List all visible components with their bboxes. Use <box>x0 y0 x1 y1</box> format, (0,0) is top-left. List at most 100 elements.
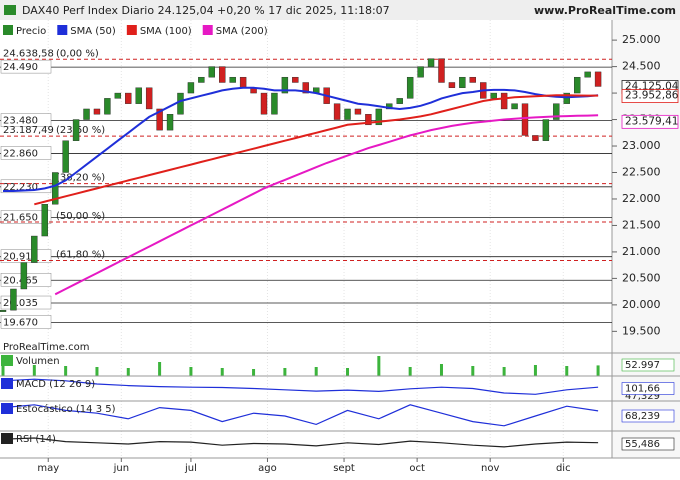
fibonacci-pct: (0,00 %) <box>56 48 99 59</box>
candle <box>93 108 101 115</box>
sma-line <box>34 94 599 206</box>
candle <box>208 66 216 78</box>
panel-legend: Estocástico (14 3 5) <box>16 403 116 415</box>
y-tick-label: 25.000 <box>622 33 661 46</box>
panel-tag <box>621 409 675 423</box>
candle <box>177 92 184 115</box>
volume-bar <box>533 365 537 376</box>
candle <box>31 235 38 263</box>
x-tick-label: jun <box>113 463 129 474</box>
candle <box>417 66 424 78</box>
header-icon <box>4 5 16 15</box>
panel-legend-box <box>1 355 13 366</box>
candle <box>594 71 602 87</box>
candle <box>553 103 560 120</box>
level-label: 21.650 <box>3 213 38 224</box>
candle <box>52 172 59 205</box>
volume-bar <box>252 369 256 376</box>
candle <box>72 119 80 141</box>
volume-bar <box>189 367 193 376</box>
candle <box>469 76 476 83</box>
candle <box>532 135 539 141</box>
candle <box>114 92 122 99</box>
price-tag-label: 23.579,41 <box>625 115 678 127</box>
candle <box>219 66 226 83</box>
candle <box>198 76 205 83</box>
candle <box>563 92 570 104</box>
indicator-extra-label: 47,329 <box>625 391 660 402</box>
legend-swatch <box>57 25 68 35</box>
panel-tag-label: 101,66 <box>625 384 660 395</box>
x-tick-label: ago <box>258 463 277 474</box>
volume-bar <box>64 366 68 376</box>
legend-label: Precio <box>16 26 46 37</box>
indicator-line <box>2 437 599 448</box>
legend-label: SMA (50) <box>70 26 116 37</box>
x-tick-label: dic <box>556 463 571 474</box>
volume-bar <box>32 365 36 376</box>
panel-legend-box <box>1 378 13 389</box>
x-tick-label: nov <box>481 463 499 474</box>
panel-legend: Volumen <box>16 356 60 367</box>
legend-label: SMA (200) <box>216 26 268 37</box>
fibonacci-pct: (50,00 %) <box>56 211 105 222</box>
level-label: 20.035 <box>3 298 38 309</box>
volume-bar <box>314 367 318 376</box>
candle <box>62 140 69 173</box>
volume-bar <box>158 362 162 376</box>
volume-bar <box>596 365 600 376</box>
site-name: www.ProRealTime.com <box>534 4 676 17</box>
level-label: 19.670 <box>3 317 38 328</box>
level-label: 22.860 <box>3 148 38 159</box>
panel-legend: RSI (14) <box>16 434 56 445</box>
panel-legend: MACD (12 26 9) <box>16 379 95 390</box>
level-label: 20.465 <box>3 275 38 286</box>
volume-bar <box>377 356 381 376</box>
candle <box>10 288 17 311</box>
candle <box>156 108 163 131</box>
fibonacci-pct: (23,60 %) <box>56 125 105 136</box>
y-tick-label: 20.000 <box>622 298 661 311</box>
candle <box>521 103 529 136</box>
candle <box>145 87 153 110</box>
candle <box>584 71 591 78</box>
candle <box>511 103 518 110</box>
sma-line <box>3 86 599 192</box>
volume-bar <box>439 364 443 376</box>
sma-line <box>54 114 599 296</box>
legend-label: SMA (100) <box>140 26 192 37</box>
candle <box>125 92 132 104</box>
level-label: 22.230 <box>3 182 38 193</box>
panel-tag <box>621 437 675 451</box>
candle <box>574 76 581 94</box>
watermark: ProRealTime.com <box>3 342 89 353</box>
y-tick-label: 24.500 <box>622 60 661 73</box>
volume-bar <box>346 368 350 376</box>
panel-tag-label: 52.997 <box>625 360 660 371</box>
panel-tag <box>621 358 675 372</box>
volume-bar <box>126 368 130 376</box>
candle <box>83 108 90 120</box>
candle <box>260 92 268 115</box>
indicator-line <box>2 378 599 395</box>
price-tag-label: 23.952,86 <box>625 90 679 102</box>
volume-bar <box>471 366 475 376</box>
panel-tag <box>621 382 675 395</box>
fibonacci-value: 23.187,49 <box>3 125 54 136</box>
fibonacci-value: 24.638,58 <box>3 48 54 59</box>
candle <box>333 103 341 120</box>
y-tick-label: 22.500 <box>622 165 661 178</box>
candle <box>375 108 383 126</box>
legend-swatch <box>126 25 137 35</box>
candle <box>302 82 309 94</box>
legend-swatch <box>202 25 213 35</box>
y-tick-label: 21.000 <box>622 245 661 258</box>
volume-bar <box>502 367 506 376</box>
candle <box>229 76 236 83</box>
y-tick-label: 22.000 <box>622 192 661 205</box>
level-label-box <box>0 59 52 74</box>
candle <box>41 204 48 237</box>
x-tick-label: sept <box>333 463 355 474</box>
